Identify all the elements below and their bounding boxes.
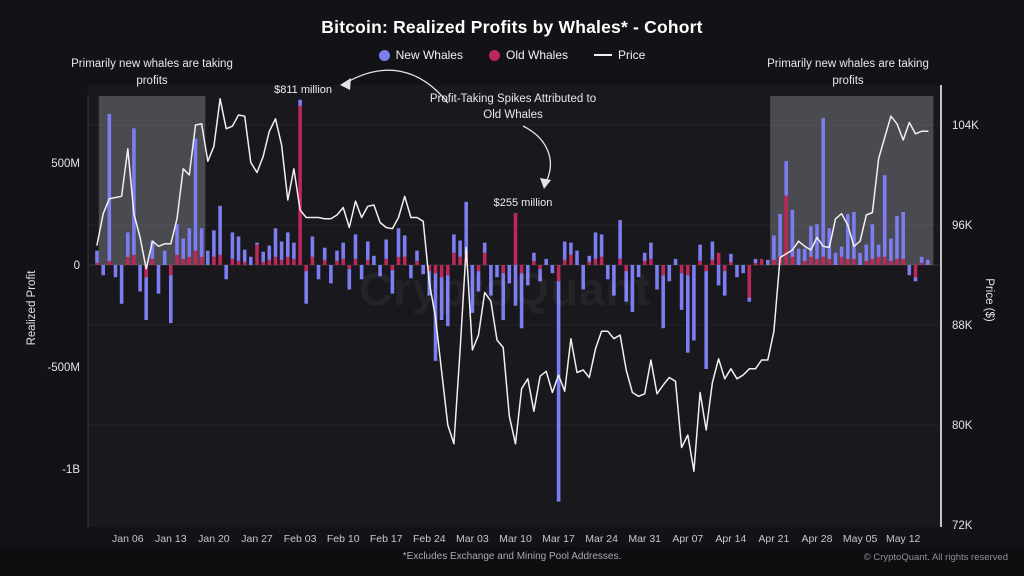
svg-text:Feb 03: Feb 03: [284, 533, 317, 545]
old-whales-dot-icon: [488, 49, 500, 61]
legend-item-new-whales: New Whales: [378, 48, 463, 62]
svg-text:Mar 24: Mar 24: [585, 533, 618, 545]
svg-text:Mar 17: Mar 17: [542, 533, 575, 545]
right-axis-ticks: 104K 96K 88K 80K 72K: [952, 120, 979, 532]
svg-text:80K: 80K: [952, 420, 973, 432]
svg-text:Jan 27: Jan 27: [241, 533, 273, 545]
right-axis-title: Price ($): [983, 278, 995, 322]
arrow-to-811-label: [340, 69, 449, 104]
annotation-811-million: $811 million: [274, 84, 332, 96]
svg-text:72K: 72K: [952, 520, 973, 532]
svg-text:Apr 28: Apr 28: [802, 533, 833, 545]
plot-area: [88, 85, 941, 527]
legend: New Whales Old Whales Price: [0, 48, 1024, 62]
annotation-left-highlight: Primarily new whales are taking profits: [71, 58, 233, 87]
price-line-icon: [594, 54, 613, 56]
left-axis-title: Realized Profit: [26, 270, 38, 346]
legend-item-old-whales: Old Whales: [488, 48, 569, 62]
annotation-profit-taking: Profit-Taking Spikes Attributed to Old W…: [429, 93, 597, 122]
svg-text:0: 0: [74, 260, 80, 272]
svg-text:May 05: May 05: [843, 533, 878, 545]
svg-text:Feb 10: Feb 10: [327, 533, 360, 545]
gridlines: [89, 124, 940, 426]
left-axis-ticks: 500M 0 -500M -1B: [47, 158, 80, 476]
x-axis-ticks: Jan 06 Jan 13 Jan 20 Jan 27 Feb 03 Feb 10 Feb …: [112, 533, 921, 545]
copyright: © CryptoQuant. All rights reserved: [863, 552, 1008, 563]
svg-text:96K: 96K: [952, 220, 973, 232]
footer-note: *Excludes Exchange and Mining Pool Addre…: [402, 551, 622, 562]
new-whales-dot-icon: [378, 49, 390, 61]
svg-text:104K: 104K: [952, 120, 979, 132]
svg-text:Apr 14: Apr 14: [715, 533, 746, 545]
svg-text:Mar 03: Mar 03: [456, 533, 489, 545]
footer-band: [0, 547, 1024, 576]
svg-text:Apr 07: Apr 07: [672, 533, 703, 545]
legend-item-price: Price: [594, 48, 645, 62]
realized-profit-bars: [95, 99, 930, 502]
cryptoquant-watermark: CryptoQuant: [358, 263, 652, 315]
legend-label-price: Price: [618, 48, 646, 62]
svg-text:May 12: May 12: [886, 533, 921, 545]
svg-text:Jan 06: Jan 06: [112, 533, 144, 545]
legend-label-old-whales: Old Whales: [505, 48, 569, 62]
svg-text:Jan 20: Jan 20: [198, 533, 230, 545]
svg-text:-1B: -1B: [62, 464, 80, 476]
annotation-255-million: $255 million: [493, 197, 553, 209]
svg-text:88K: 88K: [952, 320, 973, 332]
svg-text:Jan 13: Jan 13: [155, 533, 187, 545]
svg-text:500M: 500M: [51, 158, 80, 170]
svg-text:Mar 31: Mar 31: [628, 533, 661, 545]
svg-text:Feb 24: Feb 24: [413, 533, 446, 545]
chart-title: Bitcoin: Realized Profits by Whales* - C…: [321, 17, 703, 37]
svg-text:Mar 10: Mar 10: [499, 533, 532, 545]
arrow-to-255-label: [522, 125, 551, 189]
svg-text:Apr 21: Apr 21: [758, 533, 789, 545]
annotation-right-highlight: Primarily new whales are taking profits: [767, 58, 929, 87]
legend-label-new-whales: New Whales: [395, 48, 463, 62]
price-line: [96, 98, 929, 473]
svg-text:Feb 17: Feb 17: [370, 533, 403, 545]
svg-text:-500M: -500M: [47, 362, 80, 374]
